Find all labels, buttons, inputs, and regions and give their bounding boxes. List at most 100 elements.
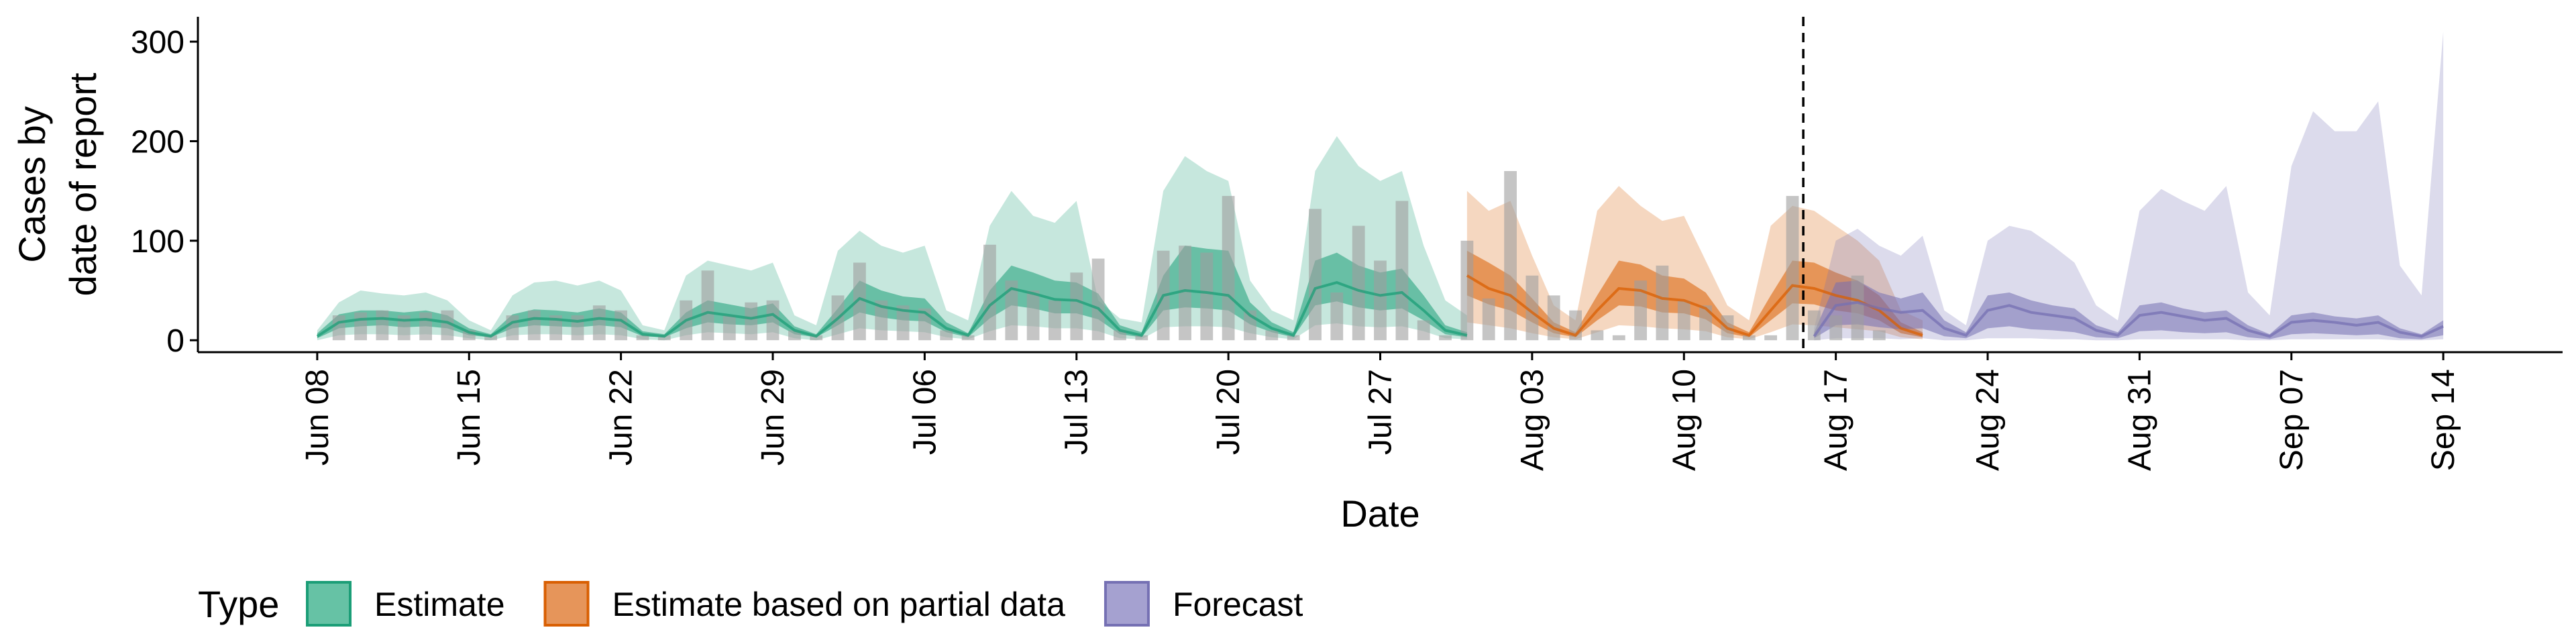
observed-bar	[1309, 209, 1322, 341]
observed-bar	[614, 310, 627, 341]
observed-bar	[1352, 225, 1365, 341]
x-tick-label: Jun 08	[300, 369, 335, 466]
x-tick-label: Jun 29	[755, 369, 791, 466]
observed-bar	[1699, 305, 1712, 341]
observed-bar	[1482, 298, 1495, 341]
partial-median-line	[1466, 274, 1923, 337]
observed-bar	[1525, 275, 1539, 341]
observed-bar	[1677, 300, 1690, 341]
observed-bar	[1049, 300, 1061, 341]
y-axis-title-line: Cases by	[11, 106, 53, 262]
observed-bar	[506, 315, 519, 341]
observed-bar	[1439, 335, 1452, 341]
observed-bar	[1460, 240, 1474, 341]
y-tick-label: 200	[131, 124, 184, 160]
observed-bar	[1417, 320, 1430, 341]
observed-bar	[1851, 275, 1864, 341]
observed-bar	[1742, 335, 1756, 341]
observed-bar	[1179, 246, 1191, 341]
observed-bar	[441, 310, 454, 341]
observed-bar	[636, 335, 649, 341]
x-tick-label: Jun 15	[451, 369, 487, 466]
x-tick-label: Aug 10	[1666, 369, 1702, 471]
x-tick-label: Jul 20	[1211, 369, 1246, 455]
observed-bar	[1330, 292, 1344, 341]
observed-bar	[766, 300, 780, 341]
x-tick-label: Aug 03	[1515, 369, 1550, 471]
x-tick-label: Aug 24	[1970, 369, 2006, 471]
observed-bar	[875, 300, 888, 341]
legend-title: Type	[198, 583, 279, 625]
observed-bar	[940, 330, 953, 341]
partial-ribbon-50	[1466, 250, 1923, 337]
x-tick-label: Jul 13	[1059, 369, 1095, 455]
axes: 0 100 200 300 Jun 08 Jun 15 Jun 22 Jun 29 Jul 06…	[11, 17, 2563, 535]
observed-bar	[419, 312, 432, 341]
observed-bar	[1786, 196, 1799, 341]
forecast-median-line	[1813, 301, 2444, 338]
y-tick-label: 300	[131, 25, 184, 60]
observed-bar	[810, 335, 823, 341]
observed-bar	[1091, 258, 1105, 341]
y-tick-label: 0	[166, 323, 184, 359]
observed-bar	[1005, 280, 1018, 341]
x-tick-label: Sep 07	[2274, 369, 2310, 471]
x-tick-label: Sep 14	[2426, 369, 2461, 471]
x-tick-label: Jun 22	[604, 369, 639, 466]
observed-bar	[549, 315, 562, 341]
observed-bar	[1395, 201, 1409, 341]
observed-bar	[1764, 335, 1777, 341]
legend: Type Estimate Estimate based on partial da…	[198, 581, 1303, 627]
observed-bar	[1200, 252, 1214, 341]
observed-bar	[788, 330, 801, 341]
observed-bar	[657, 335, 671, 341]
observed-bar	[1504, 171, 1517, 341]
observed-bar	[722, 315, 736, 341]
observed-bar	[1222, 196, 1235, 341]
observed-bar	[1374, 260, 1387, 341]
observed-bar	[961, 335, 975, 341]
observed-bar	[1872, 330, 1886, 341]
legend-swatch-partial	[543, 581, 590, 627]
observed-bar	[1656, 265, 1669, 341]
observed-bar	[332, 315, 345, 341]
observed-bar	[527, 310, 541, 341]
legend-swatch-forecast	[1104, 581, 1150, 627]
observed-bar	[1287, 335, 1300, 341]
observed-bar	[484, 335, 497, 341]
observed-bar	[701, 270, 714, 341]
forecast-ribbon-90	[1814, 32, 2444, 341]
observed-bar	[376, 310, 389, 341]
legend-label-partial: Estimate based on partial data	[612, 586, 1066, 623]
observed-bar	[1829, 315, 1843, 341]
observed-bar	[1265, 330, 1279, 341]
observed-bar	[571, 315, 584, 341]
x-axis-title: Date	[1340, 492, 1419, 535]
median-lines	[316, 274, 2444, 338]
observed-bar	[745, 302, 758, 341]
observed-bar	[853, 262, 866, 341]
observed-bar	[1026, 290, 1040, 341]
y-axis-title-line: date of report	[62, 72, 104, 297]
observed-bar	[1114, 330, 1126, 341]
observed-bar	[1547, 295, 1560, 341]
x-tick-label: Aug 31	[2122, 369, 2157, 471]
observed-bar	[1135, 335, 1148, 341]
observed-bar	[983, 244, 996, 341]
observed-bar	[896, 305, 910, 341]
estimate-median-line	[316, 281, 1468, 338]
observed-bar	[1070, 272, 1083, 341]
legend-label-estimate: Estimate	[374, 586, 505, 623]
observed-bar	[1634, 280, 1647, 341]
observed-bar	[1591, 330, 1604, 341]
legend-label-forecast: Forecast	[1173, 586, 1303, 623]
observed-bar	[592, 305, 606, 341]
observed-bar	[397, 315, 411, 341]
observed-bar	[1612, 335, 1625, 341]
x-tick-label: Aug 17	[1819, 369, 1854, 471]
y-tick-label: 100	[131, 224, 184, 260]
observed-bar	[354, 312, 367, 341]
x-tick-label: Jul 27	[1363, 369, 1399, 455]
legend-swatch-estimate	[306, 581, 352, 627]
